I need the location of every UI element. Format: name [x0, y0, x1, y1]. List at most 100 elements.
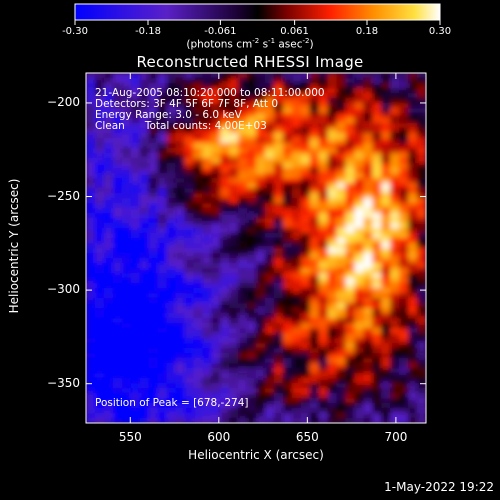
heatmap-cell [300, 403, 311, 409]
heatmap-cell [256, 318, 266, 324]
heatmap-cell [399, 243, 409, 249]
heatmap-cell [273, 213, 284, 219]
heatmap-cell [166, 118, 177, 124]
heatmap-cell [139, 193, 150, 199]
heatmap-cell [157, 368, 168, 374]
heatmap-cell [264, 283, 275, 289]
heatmap-cell [318, 78, 329, 84]
heatmap-cell [381, 408, 391, 414]
heatmap-cell [372, 338, 382, 344]
heatmap-cell [148, 398, 159, 404]
heatmap-cell [408, 358, 418, 364]
heatmap-cell [363, 153, 373, 159]
heatmap-cell [273, 283, 284, 289]
heatmap-cell [157, 353, 168, 359]
heatmap-cell [408, 168, 418, 174]
heatmap-cell [148, 318, 159, 324]
heatmap-cell [220, 383, 230, 389]
heatmap-cell [354, 103, 364, 109]
heatmap-cell [112, 378, 123, 384]
heatmap-cell [318, 158, 329, 164]
heatmap-cell [121, 363, 132, 369]
heatmap-cell [184, 203, 194, 209]
heatmap-cell [399, 313, 409, 319]
heatmap-cell [354, 328, 364, 334]
heatmap-cell [282, 208, 293, 214]
heatmap-cell [139, 188, 150, 194]
heatmap-cell [229, 78, 239, 84]
heatmap-cell [166, 148, 177, 154]
heatmap-cell [300, 253, 311, 259]
heatmap-cell [130, 243, 141, 249]
heatmap-cell [345, 283, 356, 289]
heatmap-cell [363, 418, 373, 423]
heatmap-cell [363, 143, 373, 149]
heatmap-cell [291, 253, 302, 259]
heatmap-cell [211, 363, 221, 369]
heatmap-cell [220, 358, 230, 364]
heatmap-cell [193, 218, 203, 224]
heatmap-cell [372, 93, 382, 99]
heatmap-cell [139, 218, 150, 224]
heatmap-cell [336, 208, 347, 214]
heatmap-cell [211, 118, 221, 124]
heatmap-cell [336, 413, 347, 419]
heatmap-cell [112, 143, 123, 149]
heatmap-cell [130, 168, 141, 174]
heatmap-cell [103, 133, 114, 139]
heatmap-cell [363, 308, 373, 314]
heatmap-cell [247, 268, 257, 274]
heatmap-cell [318, 118, 329, 124]
heatmap-cell [130, 113, 141, 119]
heatmap-cell [256, 343, 266, 349]
heatmap-cell [381, 188, 391, 194]
heatmap-cell [354, 303, 364, 309]
heatmap-cell [166, 183, 177, 189]
heatmap-cell [112, 273, 123, 279]
heatmap-cell [202, 318, 212, 324]
heatmap-cell [345, 133, 356, 139]
heatmap-cell [390, 358, 400, 364]
heatmap-cell [318, 108, 329, 114]
heatmap-cell [247, 123, 257, 129]
heatmap-cell [273, 268, 284, 274]
heatmap-cell [86, 398, 96, 404]
heatmap-cell [139, 363, 150, 369]
heatmap-cell [157, 338, 168, 344]
heatmap-cell [417, 293, 426, 299]
heatmap-cell [291, 203, 302, 209]
heatmap-cell [238, 378, 248, 384]
heatmap-cell [264, 398, 275, 404]
heatmap-cell [139, 408, 150, 414]
heatmap-cell [381, 303, 391, 309]
heatmap-cell [121, 123, 132, 129]
heatmap-cell [166, 278, 177, 284]
heatmap-cell [193, 418, 203, 423]
heatmap-cell [220, 228, 230, 234]
heatmap-cell [202, 383, 212, 389]
heatmap-cell [282, 403, 293, 409]
heatmap-cell [130, 393, 141, 399]
heatmap-cell [220, 408, 230, 414]
heatmap-cell [175, 118, 186, 124]
heatmap-cell [256, 303, 266, 309]
heatmap-cell [148, 378, 159, 384]
heatmap-cell [94, 248, 105, 254]
heatmap-cell [193, 158, 203, 164]
heatmap-cell [345, 93, 356, 99]
heatmap-cell [86, 313, 96, 319]
heatmap-cell [399, 353, 409, 359]
colorbar-tick-label: 0.30 [428, 26, 452, 37]
heatmap-cell [354, 218, 364, 224]
colorbar-tick-label: 0.18 [355, 26, 379, 37]
heatmap-cell [318, 178, 329, 184]
heatmap-cell [157, 278, 168, 284]
heatmap-cell [193, 103, 203, 109]
y-tick-label: −250 [47, 188, 80, 203]
heatmap-cell [220, 413, 230, 419]
heatmap-cell [381, 113, 391, 119]
heatmap-cell [103, 173, 114, 179]
heatmap-cell [238, 178, 248, 184]
heatmap-cell [291, 83, 302, 89]
heatmap-cell [264, 243, 275, 249]
